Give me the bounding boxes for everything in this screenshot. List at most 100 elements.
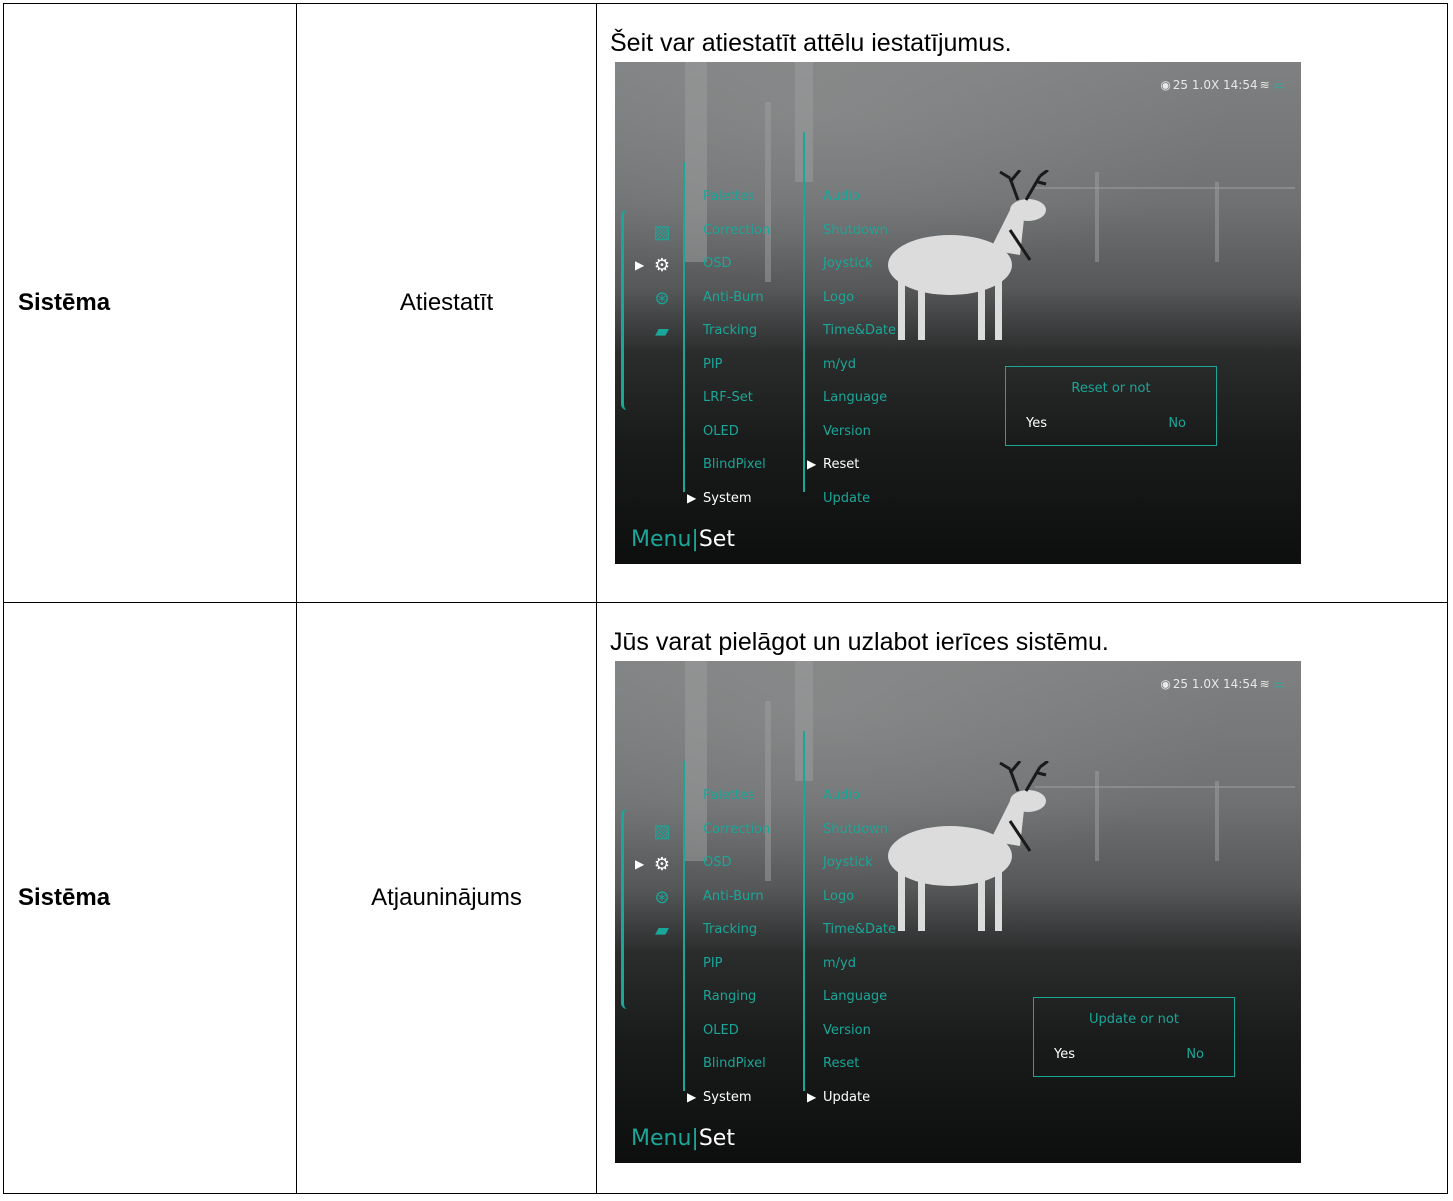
- status-bar: ◉ 25 1.0X 14:54 ≋ ▭: [1158, 78, 1287, 92]
- menu-item: Shutdown: [823, 821, 888, 837]
- side-panel: [621, 809, 690, 1009]
- menu-item: Logo: [823, 289, 855, 305]
- play-arrow-icon: ▶: [687, 1089, 697, 1104]
- tree-shape: [765, 701, 771, 881]
- tree-shape: [795, 62, 813, 182]
- menu-label: Menu: [631, 1126, 692, 1151]
- menu-column-sub: Audio Shutdown Joystick Logo Time&Date m/yd La…: [807, 779, 897, 1115]
- menu-item: Time&Date: [823, 323, 897, 338]
- menu-item: m/yd: [823, 356, 856, 372]
- menu-item: OSD: [703, 256, 732, 271]
- menu-item: Audio: [823, 189, 860, 204]
- play-arrow-icon: ▶: [635, 258, 645, 272]
- menu-item: OLED: [703, 1022, 739, 1038]
- aperture-icon: ⊛: [654, 288, 670, 308]
- tree-shape: [795, 661, 813, 781]
- table-row: Sistēma Atjauninājums Jūs varat pielāgot…: [3, 602, 1448, 1194]
- menu-item: Update: [823, 490, 871, 506]
- fence-line: [1035, 786, 1295, 788]
- gear-icon: ⚙: [653, 854, 671, 874]
- menu-set-label: Menu|Set: [631, 1126, 735, 1151]
- dialog-question: Update or not: [1089, 1012, 1179, 1027]
- menu-label: Menu: [631, 527, 692, 552]
- confirm-dialog: Update or not Yes No: [1033, 997, 1235, 1077]
- item-cell: Atiestatīt: [296, 3, 597, 603]
- description-cell: Jūs varat pielāgot un uzlabot ierīces si…: [596, 602, 1448, 1194]
- tree-shape: [1095, 771, 1099, 861]
- status-text: 25 1.0X 14:54: [1172, 78, 1258, 92]
- menu-item: Correction: [703, 222, 771, 238]
- menu-item: PIP: [703, 356, 723, 372]
- side-panel: [621, 210, 690, 410]
- status-text: 25 1.0X 14:54: [1172, 677, 1258, 691]
- set-label: Set: [698, 1126, 735, 1151]
- menu-item: Palettes: [703, 189, 755, 204]
- separator: |: [691, 1126, 699, 1151]
- menu-item: PIP: [703, 955, 723, 971]
- menu-item: OLED: [703, 423, 739, 439]
- tree-shape: [685, 661, 707, 861]
- battery-icon: ▭: [1273, 677, 1285, 691]
- table-row: Sistēma Atiestatīt Šeit var atiestatīt a…: [3, 3, 1448, 603]
- play-arrow-icon: ▶: [807, 1089, 817, 1104]
- category-cell: Sistēma: [3, 3, 297, 603]
- item-cell: Atjauninājums: [296, 602, 597, 1194]
- play-arrow-icon: ▶: [635, 857, 645, 871]
- menu-item: Tracking: [703, 922, 758, 937]
- fence-line: [1035, 187, 1295, 189]
- battery-icon: ▭: [1273, 78, 1285, 92]
- menu-item: Update ▶: [807, 1081, 896, 1115]
- menu-item: System ▶: [687, 1081, 770, 1115]
- gallery-icon: ▨: [653, 222, 671, 242]
- menu-item: Language: [823, 390, 888, 405]
- menu-item: BlindPixel: [703, 1056, 766, 1071]
- yes-option: Yes: [1054, 1047, 1075, 1062]
- menu-item: Anti-Burn: [703, 289, 764, 305]
- tree-shape: [685, 62, 707, 262]
- description-text: Jūs varat pielāgot un uzlabot ierīces si…: [610, 628, 1109, 656]
- menu-item: Correction: [703, 821, 771, 837]
- record-icon: ◉: [1160, 677, 1171, 691]
- aperture-icon: ⊛: [654, 887, 670, 907]
- tree-shape: [1215, 781, 1219, 861]
- tree-shape: [1215, 182, 1219, 262]
- device-screenshot: ◉ 25 1.0X 14:54 ≋ ▭ ▨ ⚙ ⊛ ▰ ▶ Palettes Correction O…: [615, 661, 1301, 1163]
- menu-item: BlindPixel: [703, 457, 766, 472]
- menu-item: Reset: [823, 1056, 860, 1071]
- wifi-icon: ≋: [1259, 677, 1270, 691]
- menu-item: Tracking: [703, 323, 758, 338]
- dialog-question: Reset or not: [1071, 381, 1151, 396]
- menu-divider: [803, 132, 805, 492]
- play-arrow-icon: ▶: [807, 457, 817, 471]
- menu-column-main: Palettes Correction OSD Anti-Burn Tracking PI…: [687, 779, 771, 1115]
- no-option: No: [1168, 416, 1186, 431]
- tree-shape: [1095, 172, 1099, 262]
- menu-item: Joystick: [823, 256, 873, 271]
- device-screenshot: ◉ 25 1.0X 14:54 ≋ ▭ ▨ ⚙ ⊛ ▰ ▶ Palettes Correction O…: [615, 62, 1301, 564]
- menu-item: LRF-Set: [703, 390, 753, 405]
- menu-item: Version: [823, 423, 871, 439]
- menu-item: Ranging: [703, 989, 757, 1004]
- yes-option: Yes: [1026, 416, 1047, 431]
- menu-item: OSD: [703, 855, 732, 870]
- description-cell: Šeit var atiestatīt attēlu iestatījumus.…: [596, 3, 1448, 603]
- menu-item: System ▶: [687, 482, 770, 516]
- menu-column-main: Palettes Correction OSD Anti-Burn Tracking PI…: [687, 180, 771, 516]
- menu-divider: [683, 761, 685, 1091]
- description-text: Šeit var atiestatīt attēlu iestatījumus.: [610, 29, 1012, 57]
- deer-image: [888, 761, 1049, 931]
- folder-icon: ▰: [655, 920, 669, 940]
- status-bar: ◉ 25 1.0X 14:54 ≋ ▭: [1158, 677, 1287, 691]
- set-label: Set: [698, 527, 735, 552]
- separator: |: [691, 527, 699, 552]
- menu-item: Time&Date: [823, 922, 897, 937]
- menu-item: m/yd: [823, 955, 856, 971]
- menu-set-label: Menu|Set: [631, 527, 735, 552]
- confirm-dialog: Reset or not Yes No: [1005, 366, 1217, 446]
- menu-item: Anti-Burn: [703, 888, 764, 904]
- gallery-icon: ▨: [653, 821, 671, 841]
- menu-column-sub: Audio Shutdown Joystick Logo Time&Date m/yd La…: [807, 180, 897, 515]
- menu-item: Language: [823, 989, 888, 1004]
- tree-shape: [765, 102, 771, 282]
- deer-image: [888, 170, 1049, 340]
